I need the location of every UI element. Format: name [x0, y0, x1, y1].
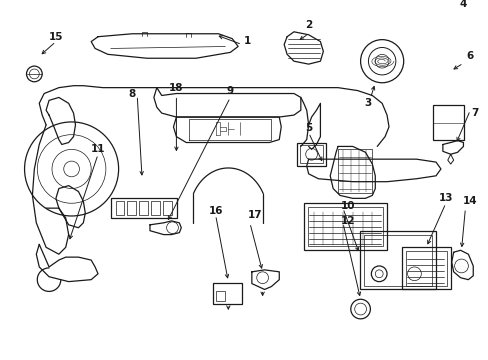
- Text: 6: 6: [466, 51, 473, 61]
- Text: 5: 5: [305, 123, 312, 133]
- Text: 18: 18: [169, 83, 183, 93]
- Text: 14: 14: [462, 196, 477, 206]
- Bar: [307, 207, 382, 246]
- Bar: [299, 145, 323, 163]
- Bar: [116, 201, 124, 215]
- Bar: [401, 247, 450, 289]
- Text: 3: 3: [363, 98, 370, 108]
- Text: 9: 9: [226, 86, 233, 96]
- Bar: [139, 201, 148, 215]
- Bar: [127, 201, 136, 215]
- Bar: [212, 283, 242, 304]
- Bar: [303, 203, 386, 250]
- Text: 13: 13: [438, 193, 452, 203]
- Text: 8: 8: [128, 89, 136, 99]
- Text: 2: 2: [305, 20, 312, 30]
- Text: 4: 4: [459, 0, 466, 9]
- Bar: [111, 198, 177, 218]
- Bar: [363, 235, 431, 285]
- Bar: [296, 143, 325, 166]
- Bar: [151, 201, 160, 215]
- Text: 12: 12: [340, 216, 354, 226]
- Bar: [432, 105, 464, 140]
- Text: 11: 11: [91, 144, 105, 154]
- Bar: [215, 292, 225, 301]
- Text: 17: 17: [247, 210, 262, 220]
- Bar: [359, 231, 435, 289]
- Bar: [405, 251, 446, 285]
- Text: 15: 15: [49, 32, 63, 42]
- Text: 10: 10: [340, 201, 354, 211]
- Text: 7: 7: [470, 108, 478, 118]
- Text: 1: 1: [244, 36, 251, 46]
- Bar: [163, 201, 171, 215]
- Text: 16: 16: [208, 206, 223, 216]
